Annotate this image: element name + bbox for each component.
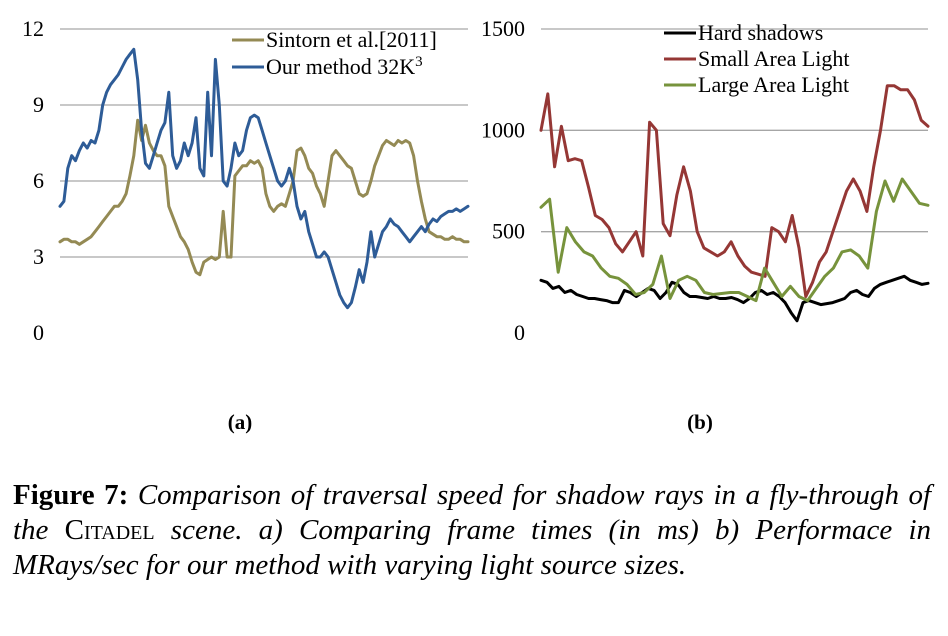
series-line-small-area-light (539, 84, 930, 298)
chart-a-y-ticks: 0 3 6 9 12 (22, 16, 44, 345)
caption-text-2: scene. a) Comparing frame times (in ms) … (13, 514, 932, 581)
legend-label-sintorn: Sintorn et al.[2011] (266, 27, 437, 52)
caption-scene-name: Citadel (64, 514, 155, 546)
caption-text-1: Comparison of traversal speed for shadow… (13, 479, 932, 546)
legend-label-hard-shadows: Hard shadows (698, 20, 823, 45)
figure-caption: Figure 7: Comparison of traversal speed … (13, 478, 931, 583)
chart-b-series (539, 84, 930, 323)
legend-label-our-method: Our method 32K3 (266, 54, 423, 79)
series-line-sintorn-et-al-2011 (58, 118, 470, 277)
y-tick-label-a-4: 12 (22, 16, 44, 41)
y-tick-label-b-1: 500 (492, 219, 525, 244)
chart-b-gridlines (541, 28, 928, 233)
y-tick-label-b-0: 0 (514, 320, 525, 345)
chart-a-frame-times: 0 3 6 9 12 Sintorn et al.[2011] Our method 3… (22, 16, 470, 434)
legend-label-small-area: Small Area Light (698, 46, 850, 71)
y-tick-label-a-0: 0 (33, 320, 44, 345)
chart-b-y-ticks: 0 500 1000 1500 (481, 16, 525, 345)
series-line-our-method-32k (58, 47, 470, 310)
series-line-large-area-light (539, 177, 930, 303)
chart-b-mrays: 0 500 1000 1500 Hard shadows Small Area Lig… (481, 16, 930, 434)
figure: 0 3 6 9 12 Sintorn et al.[2011] Our method 3… (22, 16, 930, 434)
legend-label-large-area: Large Area Light (698, 72, 849, 97)
chart-a-sublabel: (a) (228, 410, 253, 434)
y-tick-label-b-3: 1500 (481, 16, 525, 41)
y-tick-label-a-1: 3 (33, 244, 44, 269)
caption-label: Figure 7: (13, 479, 129, 511)
chart-a-series (58, 47, 470, 310)
chart-a-legend: Sintorn et al.[2011] Our method 32K3 (232, 27, 437, 79)
y-tick-label-a-2: 6 (33, 168, 44, 193)
y-tick-label-a-3: 9 (33, 92, 44, 117)
y-tick-label-b-2: 1000 (481, 117, 525, 142)
legend-label-superscript: 3 (415, 54, 423, 70)
chart-b-sublabel: (b) (687, 410, 713, 434)
chart-b-legend: Hard shadows Small Area Light Large Area… (664, 20, 850, 97)
series-line-hard-shadows (539, 274, 930, 323)
